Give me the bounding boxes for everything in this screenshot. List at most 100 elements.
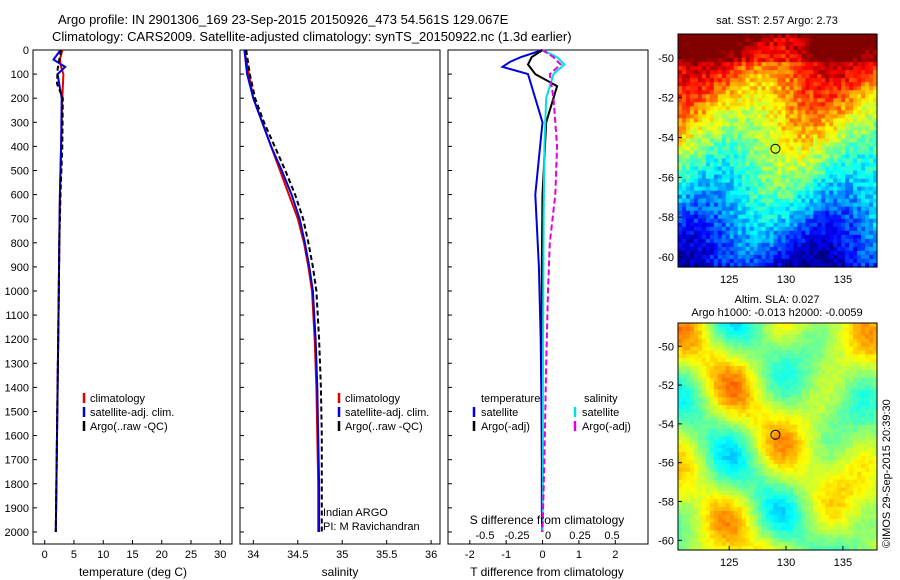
map-cell	[797, 226, 802, 232]
map-cell	[793, 198, 798, 204]
map-cell	[865, 362, 870, 367]
map-cell	[729, 210, 735, 216]
map-cell	[853, 130, 858, 136]
top-x-tick-label: -0.5	[476, 530, 495, 542]
map-cell	[789, 82, 795, 87]
map-cell	[761, 456, 767, 461]
map-cell	[809, 82, 814, 87]
map-cell	[833, 126, 838, 132]
map-cell	[849, 409, 854, 414]
map-cell	[753, 70, 759, 75]
map-cell	[821, 158, 826, 164]
map-cell	[757, 334, 763, 340]
map-cell	[721, 428, 727, 434]
map-cell	[825, 178, 830, 184]
map-cell	[805, 154, 810, 160]
map-cell	[709, 424, 715, 430]
map-cell	[705, 42, 711, 47]
map-cell	[757, 377, 763, 383]
map-cell	[865, 358, 870, 363]
map-cell	[849, 178, 854, 184]
map-cell	[861, 416, 866, 422]
map-cell	[869, 440, 874, 445]
map-cell	[801, 436, 806, 442]
map-cell	[737, 444, 743, 449]
map-cell	[805, 381, 810, 387]
map-cell	[873, 70, 878, 75]
map-cell	[801, 202, 806, 208]
map-cell	[825, 126, 830, 132]
map-cell	[753, 366, 759, 371]
map-cell	[861, 218, 866, 224]
map-cell	[825, 467, 830, 473]
map-cell	[685, 150, 691, 156]
map-cell	[865, 467, 870, 473]
map-cell	[821, 242, 826, 248]
map-cell	[853, 463, 858, 469]
map-cell	[697, 393, 703, 398]
map-cell	[869, 110, 874, 115]
map-cell	[861, 126, 866, 132]
map-cell	[789, 190, 795, 196]
map-cell	[849, 452, 854, 457]
map-cell	[689, 210, 695, 216]
map-cell	[729, 66, 735, 71]
map-cell	[737, 416, 743, 422]
map-cell	[857, 432, 862, 438]
map-cell	[817, 381, 822, 387]
map-cell	[705, 440, 711, 445]
map-cell	[701, 102, 707, 107]
map-cell	[821, 222, 826, 228]
map-cell	[729, 323, 735, 328]
map-cell	[757, 238, 763, 244]
map-cell	[705, 66, 711, 71]
map-cell	[857, 409, 862, 414]
map-cell	[753, 190, 759, 196]
map-cell	[681, 440, 687, 445]
map-cell	[837, 258, 842, 264]
map-cell	[701, 346, 707, 351]
map-cell	[841, 86, 846, 91]
map-cell	[721, 373, 727, 379]
map-cell	[777, 194, 783, 200]
map-cell	[753, 428, 759, 434]
map-cell	[829, 118, 834, 123]
map-cell	[737, 246, 743, 252]
map-cell	[717, 190, 723, 196]
map-cell	[725, 262, 731, 268]
map-cell	[809, 262, 814, 268]
map-cell	[789, 174, 795, 180]
map-cell	[685, 90, 691, 95]
map-cell	[861, 467, 866, 473]
map-cell	[841, 377, 846, 383]
map-cell	[725, 338, 731, 344]
map-cell	[741, 362, 747, 367]
map-cell	[849, 420, 854, 426]
map-cell	[721, 98, 727, 103]
map-cell	[845, 334, 850, 340]
map-cell	[833, 334, 838, 340]
map-cell	[825, 98, 830, 103]
map-cell	[725, 326, 731, 332]
map-cell	[813, 389, 818, 395]
map-cell	[785, 354, 791, 359]
map-cell	[801, 102, 806, 107]
map-cell	[713, 126, 719, 132]
map-cell	[773, 436, 779, 442]
map-cell	[781, 150, 787, 156]
map-cell	[785, 166, 791, 172]
map-cell	[741, 86, 747, 91]
map-cell	[869, 202, 874, 208]
map-cell	[837, 130, 842, 136]
map-cell	[849, 456, 854, 461]
map-cell	[709, 94, 715, 99]
map-cell	[709, 138, 715, 144]
map-cell	[685, 214, 691, 220]
map-cell	[678, 350, 683, 355]
map-cell	[805, 444, 810, 449]
map-cell	[837, 456, 842, 461]
map-cell	[757, 432, 763, 438]
map-cell	[861, 46, 866, 51]
map-cell	[829, 463, 834, 469]
map-cell	[777, 424, 783, 430]
